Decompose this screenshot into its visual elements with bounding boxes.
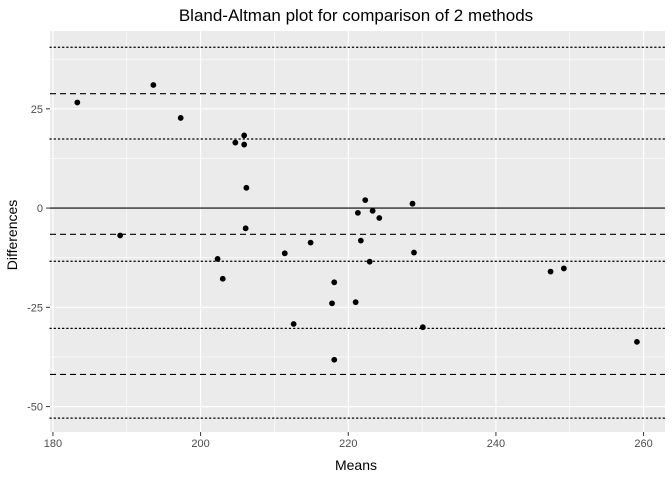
- data-point: [150, 82, 157, 88]
- chart-title: Bland-Altman plot for comparison of 2 me…: [179, 6, 533, 25]
- data-point: [560, 265, 567, 272]
- data-point: [376, 215, 383, 221]
- data-point: [354, 209, 361, 216]
- x-tick-label: 180: [44, 438, 62, 450]
- data-point: [290, 321, 297, 327]
- data-point: [352, 299, 359, 306]
- plot-panel: [49, 31, 666, 432]
- x-tick-label: 220: [339, 438, 357, 450]
- data-point: [219, 275, 226, 282]
- data-point: [281, 250, 288, 257]
- data-point: [331, 356, 338, 363]
- data-point: [74, 99, 81, 106]
- data-point: [369, 207, 376, 214]
- data-point: [366, 258, 373, 265]
- x-tick-label: 240: [487, 438, 505, 450]
- data-point: [547, 268, 554, 275]
- x-axis-title: Means: [335, 457, 377, 473]
- data-point: [243, 184, 250, 191]
- data-point: [409, 200, 416, 207]
- y-tick-label: -50: [27, 402, 43, 414]
- data-point: [242, 225, 249, 232]
- data-point: [331, 279, 338, 286]
- data-point: [241, 141, 248, 148]
- data-point: [634, 338, 640, 345]
- data-point: [362, 197, 369, 204]
- y-tick-label: 25: [31, 104, 43, 116]
- y-axis-title: Differences: [4, 200, 20, 271]
- data-point: [307, 239, 314, 246]
- data-point: [177, 115, 184, 121]
- x-tick-label: 260: [634, 438, 652, 450]
- data-point: [241, 132, 248, 139]
- data-point: [357, 237, 364, 244]
- data-point: [329, 300, 335, 307]
- y-tick-label: 0: [37, 203, 43, 215]
- y-tick-label: -25: [27, 302, 43, 314]
- data-point: [232, 139, 239, 146]
- data-point: [214, 255, 221, 262]
- data-point: [411, 249, 417, 256]
- x-tick-label: 200: [191, 438, 209, 450]
- data-point: [419, 324, 426, 331]
- data-point: [117, 232, 124, 239]
- panel-background: [50, 31, 665, 432]
